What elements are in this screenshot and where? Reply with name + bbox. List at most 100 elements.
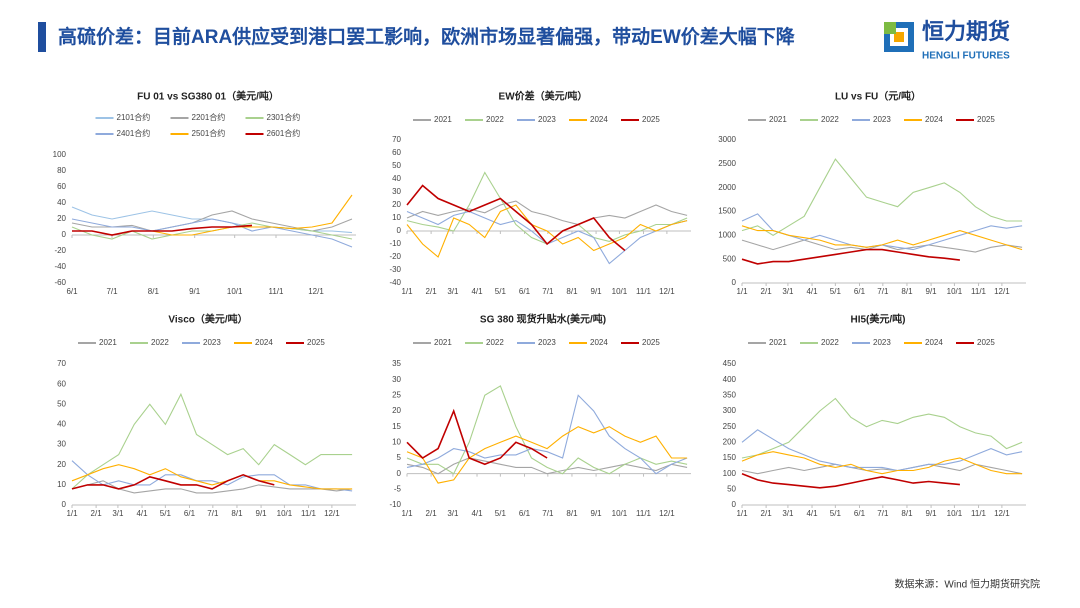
legend-label: 2021 xyxy=(769,338,787,347)
y-tick-label: 60 xyxy=(57,379,66,388)
legend-label: 2022 xyxy=(486,338,504,347)
logo-text: 恒力期货 xyxy=(922,19,1010,44)
legend-label: 2023 xyxy=(538,338,556,347)
x-tick-label: 5/1 xyxy=(830,509,842,518)
legend-label: 2021 xyxy=(434,115,452,124)
x-tick-label: 9/1 xyxy=(926,287,938,296)
logo-icon xyxy=(894,32,904,42)
y-tick-label: 200 xyxy=(723,437,737,446)
y-tick-label: 3000 xyxy=(718,135,736,144)
source-note: 数据来源：Wind 恒力期货研究院 xyxy=(894,578,1040,591)
x-tick-label: 10/1 xyxy=(277,509,293,518)
chart-title: EW价差（美元/吨） xyxy=(499,90,588,103)
x-tick-label: 7/1 xyxy=(542,509,554,518)
x-tick-label: 10/1 xyxy=(947,509,963,518)
legend-label: 2025 xyxy=(642,338,660,347)
slide-title: 高硫价差：目前ARA供应受到港口罢工影响，欧洲市场显著偏强，带动EW价差大幅下降 xyxy=(58,25,796,48)
series-line xyxy=(406,426,688,484)
y-tick-label: 2000 xyxy=(718,183,736,192)
series-line xyxy=(71,464,353,490)
y-tick-label: 20 xyxy=(392,200,401,209)
y-tick-label: -20 xyxy=(389,252,401,261)
series-line xyxy=(406,171,688,245)
logo-icon xyxy=(884,22,896,34)
y-tick-label: 500 xyxy=(723,254,737,263)
y-tick-label: 35 xyxy=(392,359,401,368)
x-tick-label: 5/1 xyxy=(830,287,842,296)
x-tick-label: 1/1 xyxy=(736,509,748,518)
y-tick-label: 1000 xyxy=(718,230,736,239)
x-tick-label: 12/1 xyxy=(324,509,340,518)
x-tick-label: 2/1 xyxy=(761,509,773,518)
y-tick-label: 20 xyxy=(57,214,66,223)
x-tick-label: 8/1 xyxy=(901,509,913,518)
legend-label: 2024 xyxy=(925,115,943,124)
y-tick-label: 0 xyxy=(62,230,67,239)
y-tick-label: 250 xyxy=(723,422,737,431)
x-tick-label: 12/1 xyxy=(994,287,1010,296)
x-tick-label: 1/1 xyxy=(736,287,748,296)
series-line xyxy=(71,206,353,234)
legend-label: 2023 xyxy=(203,338,221,347)
y-tick-label: 0 xyxy=(732,500,737,509)
series-line xyxy=(72,224,253,236)
x-tick-label: 8/1 xyxy=(231,509,243,518)
y-tick-label: 50 xyxy=(727,484,736,493)
y-tick-label: 0 xyxy=(397,469,402,478)
series-line xyxy=(741,213,1023,251)
legend-label: 2023 xyxy=(873,338,891,347)
series-line xyxy=(71,392,353,490)
legend-label: 2022 xyxy=(821,115,839,124)
series-line xyxy=(741,429,1023,472)
series-line xyxy=(71,210,353,232)
x-tick-label: 9/1 xyxy=(591,509,603,518)
y-tick-label: 0 xyxy=(62,500,67,509)
y-tick-label: 1500 xyxy=(718,207,736,216)
y-tick-label: 20 xyxy=(392,406,401,415)
x-tick-label: 2/1 xyxy=(426,287,438,296)
y-tick-label: 50 xyxy=(57,399,66,408)
y-tick-label: 15 xyxy=(392,422,401,431)
legend-label: 2024 xyxy=(925,338,943,347)
x-tick-label: 2/1 xyxy=(91,509,103,518)
x-tick-label: 2/1 xyxy=(426,509,438,518)
legend-label: 2025 xyxy=(642,115,660,124)
y-tick-label: 10 xyxy=(57,480,66,489)
x-tick-label: 11/1 xyxy=(971,509,987,518)
chart-title: Visco（美元/吨） xyxy=(168,313,247,326)
series-line xyxy=(406,408,548,466)
y-tick-label: 5 xyxy=(397,453,402,462)
legend-label: 2501合约 xyxy=(192,128,226,138)
x-tick-label: 8/1 xyxy=(148,287,160,296)
x-tick-label: 7/1 xyxy=(542,287,554,296)
x-tick-label: 11/1 xyxy=(971,287,987,296)
x-tick-label: 12/1 xyxy=(308,287,324,296)
x-tick-label: 3/1 xyxy=(782,509,794,518)
x-tick-label: 11/1 xyxy=(269,287,285,296)
x-tick-label: 6/1 xyxy=(519,287,531,296)
x-tick-label: 11/1 xyxy=(636,287,652,296)
y-tick-label: 450 xyxy=(723,359,737,368)
y-tick-label: 25 xyxy=(392,390,401,399)
y-tick-label: -60 xyxy=(54,278,66,287)
series-line xyxy=(406,184,626,252)
x-tick-label: 6/1 xyxy=(854,509,866,518)
x-tick-label: 5/1 xyxy=(160,509,172,518)
legend-label: 2022 xyxy=(486,115,504,124)
x-tick-label: 5/1 xyxy=(495,287,507,296)
legend-label: 2025 xyxy=(977,338,995,347)
legend-label: 2201合约 xyxy=(192,112,226,122)
y-tick-label: 60 xyxy=(57,182,66,191)
x-tick-label: 12/1 xyxy=(994,509,1010,518)
y-tick-label: 60 xyxy=(392,148,401,157)
legend-label: 2101合约 xyxy=(117,112,151,122)
series-line xyxy=(71,460,353,492)
legend-label: 2024 xyxy=(590,338,608,347)
y-tick-label: 2500 xyxy=(718,159,736,168)
series-line xyxy=(406,210,688,265)
y-tick-label: 70 xyxy=(57,359,66,368)
series-line xyxy=(741,472,960,489)
legend-label: 2023 xyxy=(873,115,891,124)
x-tick-label: 7/1 xyxy=(877,509,889,518)
